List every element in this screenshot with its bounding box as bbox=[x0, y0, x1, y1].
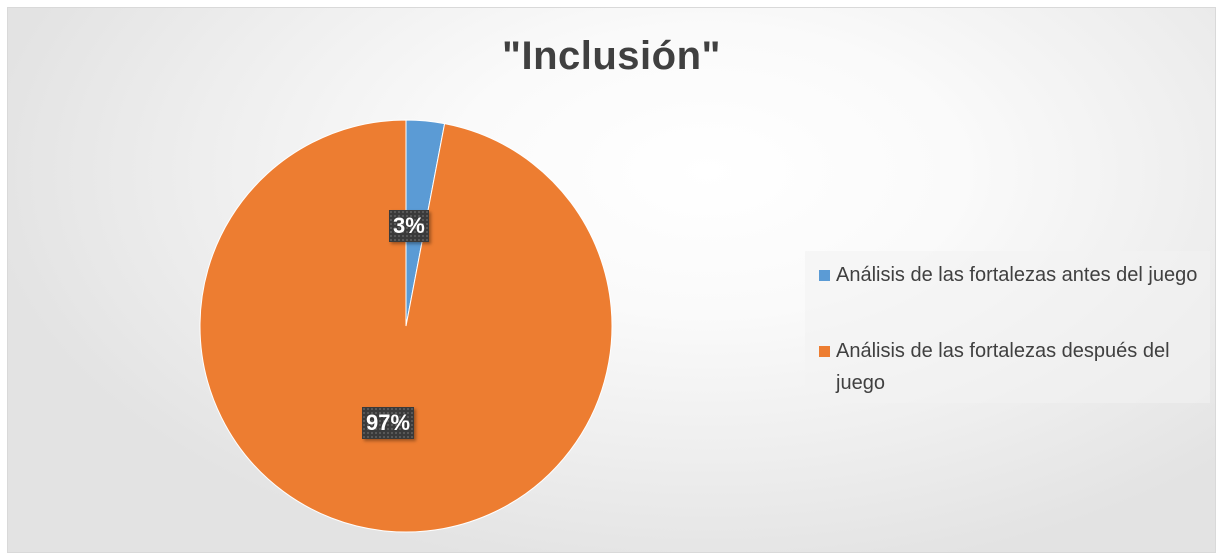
chart-title: "Inclusión" bbox=[502, 34, 721, 78]
legend-swatch-antes bbox=[819, 270, 830, 281]
legend-label-antes: Análisis de las fortalezas antes del jue… bbox=[836, 264, 1198, 286]
legend-swatch-despues bbox=[819, 346, 830, 357]
data-label-despues: 97% bbox=[362, 407, 415, 439]
legend-item-despues: Análisis de las fortalezas después del j… bbox=[819, 335, 1199, 399]
legend-label-despues: Análisis de las fortalezas después del j… bbox=[836, 340, 1170, 394]
legend: Análisis de las fortalezas antes del jue… bbox=[805, 251, 1210, 403]
pie-slices bbox=[199, 119, 613, 533]
data-label-antes: 3% bbox=[389, 210, 429, 242]
pie-slice-despues bbox=[199, 119, 613, 533]
legend-item-antes: Análisis de las fortalezas antes del jue… bbox=[819, 259, 1199, 291]
